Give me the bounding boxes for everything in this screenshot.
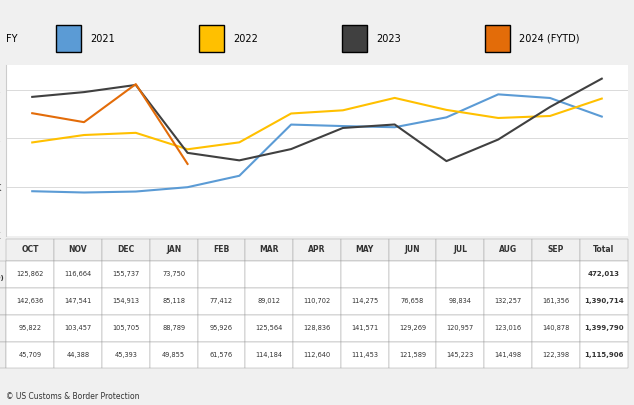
Text: 2022: 2022 bbox=[233, 34, 258, 44]
FancyBboxPatch shape bbox=[56, 26, 81, 52]
Text: 2024 (FYTD): 2024 (FYTD) bbox=[519, 34, 579, 44]
Text: © US Customs & Border Protection: © US Customs & Border Protection bbox=[6, 392, 140, 401]
FancyBboxPatch shape bbox=[485, 26, 510, 52]
FancyBboxPatch shape bbox=[199, 26, 224, 52]
Text: 2023: 2023 bbox=[376, 34, 401, 44]
Text: 2021: 2021 bbox=[90, 34, 115, 44]
FancyBboxPatch shape bbox=[342, 26, 366, 52]
Text: FY: FY bbox=[6, 34, 18, 44]
